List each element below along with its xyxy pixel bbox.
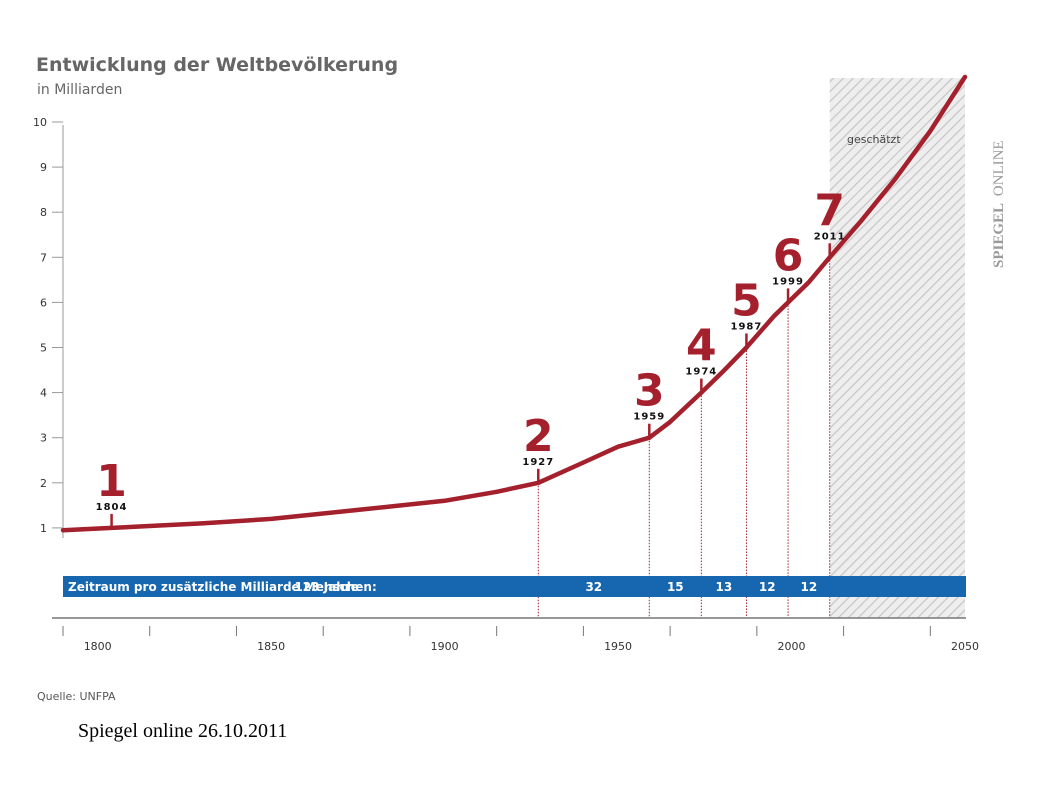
milestone-number: 7 (814, 185, 845, 236)
milestone-year: 1999 (772, 276, 804, 287)
x-tick-label: 2000 (778, 640, 806, 653)
y-tick-label: 9 (40, 161, 47, 174)
period-values: 123 Jahre 32 15 13 12 12 (294, 580, 817, 594)
x-tick-label: 1950 (604, 640, 632, 653)
milestone-year: 1987 (731, 322, 763, 333)
chart-title: Entwicklung der Weltbevölkerung (36, 54, 398, 76)
milestone-year: 2011 (814, 231, 846, 242)
milestone-number: 2 (523, 411, 554, 462)
estimated-label: geschätzt (847, 133, 901, 146)
period-value: 123 Jahre (294, 580, 358, 594)
milestone-number: 3 (634, 366, 665, 417)
milestone-year: 1959 (633, 412, 665, 423)
brand-bold: SPIEGEL (991, 203, 1007, 268)
x-tick-label: 1850 (257, 640, 285, 653)
milestone-year: 1927 (522, 457, 554, 468)
milestone-number: 5 (731, 276, 762, 327)
y-tick-label: 3 (40, 432, 47, 445)
y-tick-label: 6 (40, 296, 47, 309)
brand-light: ONLINE (991, 140, 1007, 196)
period-value: 12 (801, 580, 818, 594)
x-axis-ticks: 1800 1850 1900 1950 2000 2050 (62, 626, 979, 653)
milestone-number: 1 (96, 456, 127, 507)
milestone-year: 1804 (96, 502, 128, 513)
x-tick-label: 2050 (951, 640, 979, 653)
milestone-number: 6 (773, 230, 804, 281)
milestone-year: 1974 (685, 367, 717, 378)
source-note: Quelle: UNFPA (37, 690, 116, 703)
period-value: 32 (585, 580, 602, 594)
period-band-label: Zeitraum pro zusätzliche Milliarde Mensc… (68, 580, 377, 594)
x-tick-label: 1800 (84, 640, 112, 653)
y-tick-label: 7 (40, 251, 47, 264)
y-tick-label: 5 (40, 342, 47, 355)
milestone-droplines (537, 257, 831, 618)
period-band (63, 576, 966, 597)
period-value: 15 (667, 580, 684, 594)
estimated-area (829, 78, 965, 618)
y-tick-label: 4 (40, 387, 47, 400)
milestone-number: 4 (686, 321, 717, 372)
x-tick-label: 1900 (431, 640, 459, 653)
y-tick-label: 1 (40, 522, 47, 535)
brand-watermark: SPIEGEL ONLINE (991, 140, 1007, 268)
period-value: 12 (759, 580, 776, 594)
y-axis-ticks: 1 2 3 4 5 6 7 8 9 10 (33, 116, 63, 535)
y-tick-label: 10 (33, 116, 47, 129)
chart-subtitle: in Milliarden (37, 82, 122, 98)
period-value: 13 (716, 580, 733, 594)
y-tick-label: 8 (40, 206, 47, 219)
population-curve (60, 74, 968, 533)
caption: Spiegel online 26.10.2011 (78, 720, 287, 742)
y-tick-label: 2 (40, 477, 47, 490)
